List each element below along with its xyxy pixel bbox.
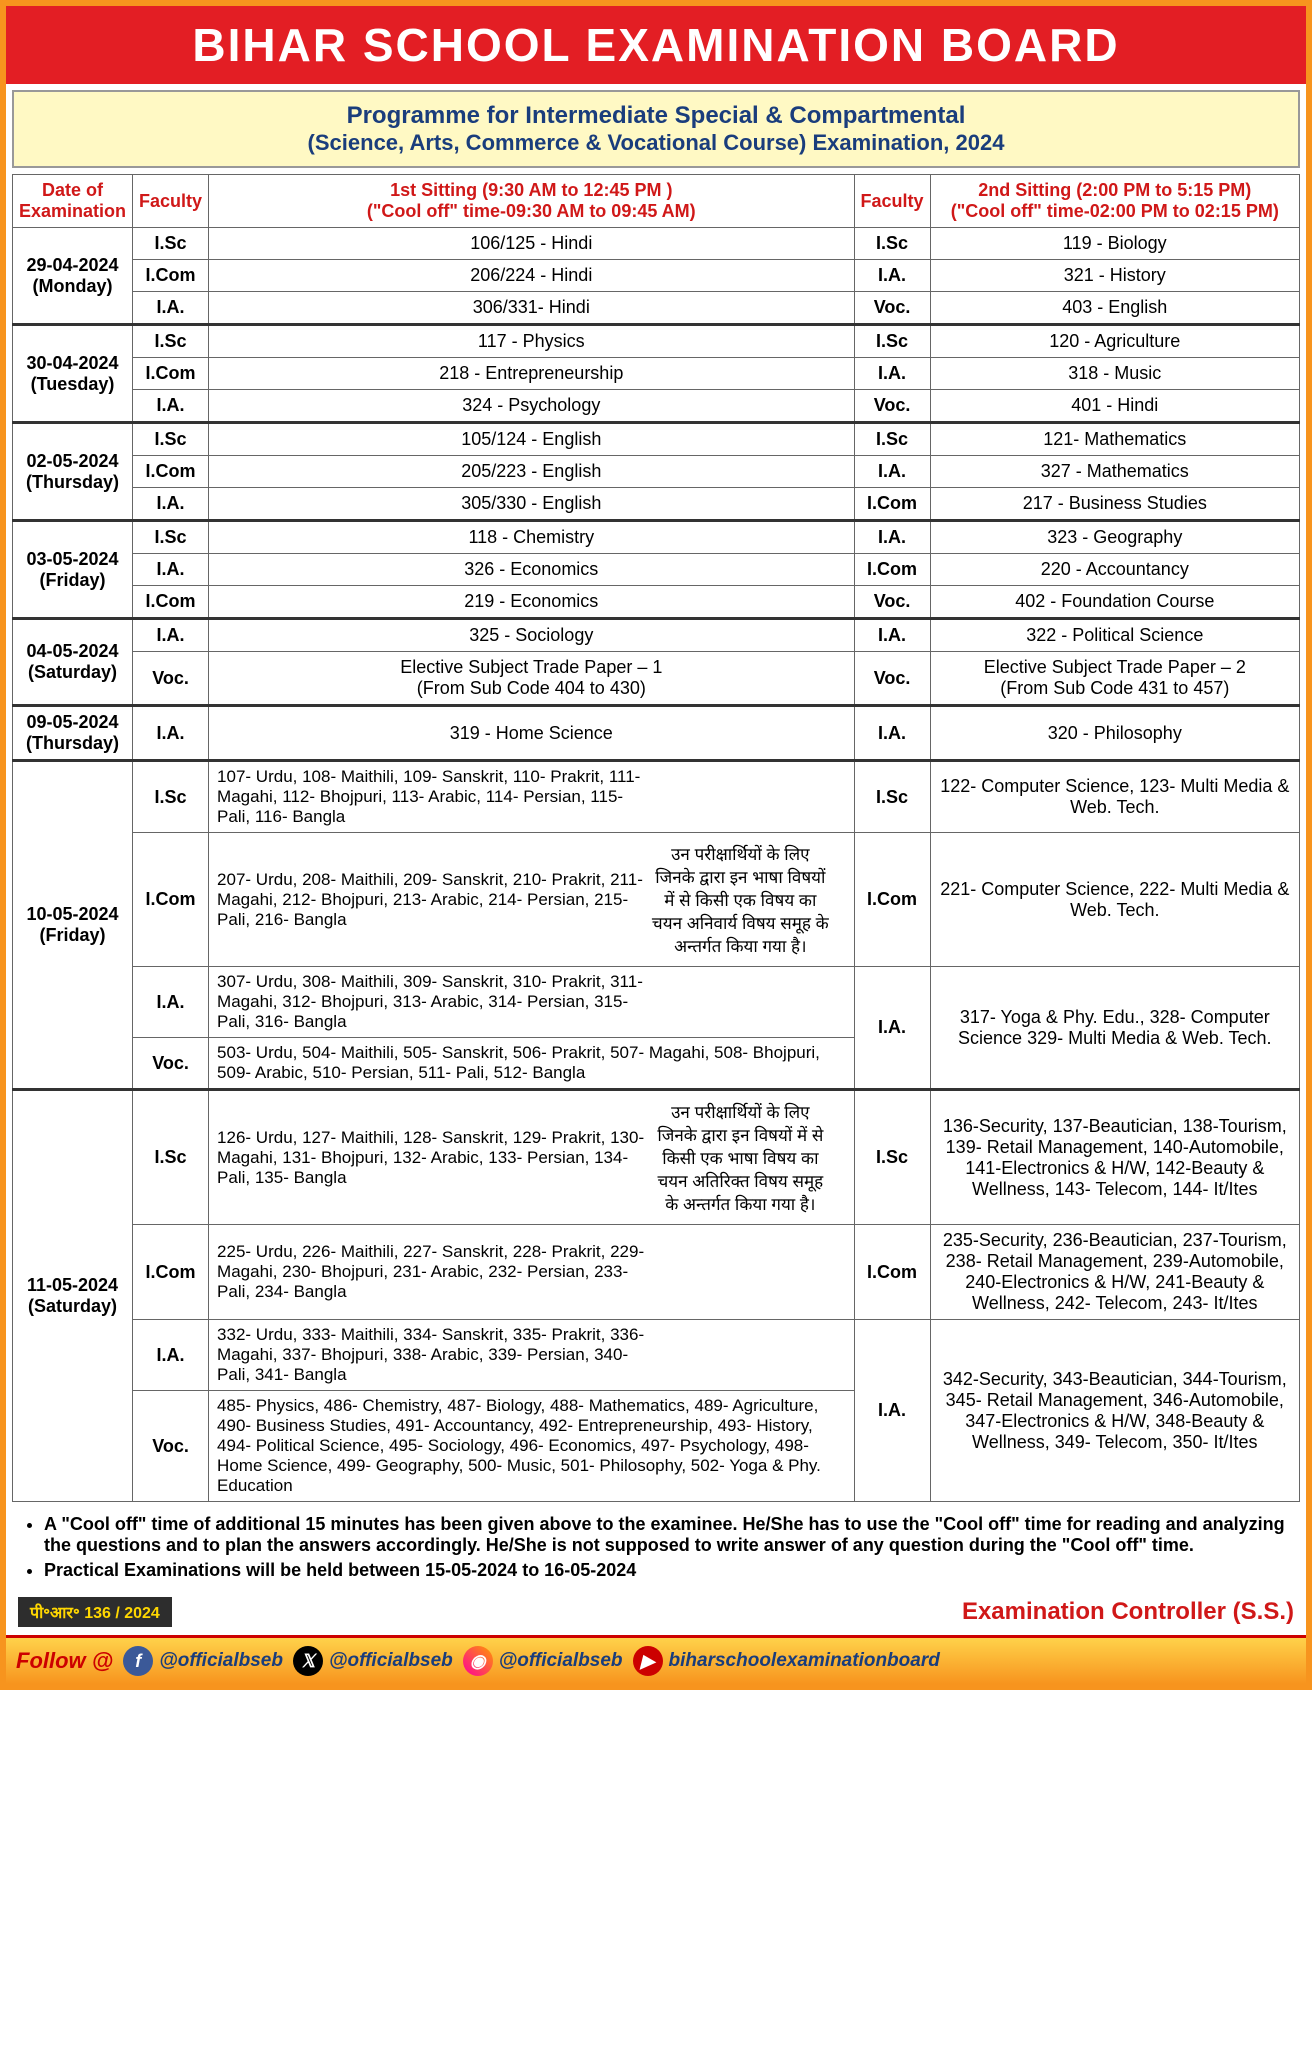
schedule-table: Date of Examination Faculty 1st Sitting … [12, 174, 1300, 1502]
table-row: I.Com205/223 - EnglishI.A.327 - Mathemat… [13, 456, 1300, 488]
bottom-bar: पी॰आर॰ 136 / 2024 Examination Controller… [6, 1597, 1306, 1635]
table-row: 02-05-2024(Thursday)I.Sc105/124 - Englis… [13, 423, 1300, 456]
col-sitting2: 2nd Sitting (2:00 PM to 5:15 PM)("Cool o… [930, 175, 1299, 228]
facebook-icon: f [123, 1646, 153, 1676]
note-item: A "Cool off" time of additional 15 minut… [44, 1514, 1288, 1556]
col-fac1: Faculty [133, 175, 209, 228]
table-row: I.Com218 - EntrepreneurshipI.A.318 - Mus… [13, 358, 1300, 390]
table-wrap: Date of Examination Faculty 1st Sitting … [6, 174, 1306, 1502]
table-row: I.Com207- Urdu, 208- Maithili, 209- Sans… [13, 833, 1300, 967]
table-row: 11-05-2024(Saturday)I.Sc126- Urdu, 127- … [13, 1090, 1300, 1225]
table-row: I.A.324 - PsychologyVoc.401 - Hindi [13, 390, 1300, 423]
twitter-link[interactable]: 𝕏@officialbseb [293, 1646, 453, 1676]
col-date: Date of Examination [13, 175, 133, 228]
document: BIHAR SCHOOL EXAMINATION BOARD Programme… [0, 0, 1312, 1690]
table-row: I.Com206/224 - HindiI.A.321 - History [13, 260, 1300, 292]
hindi-note: उन परीक्षार्थियों के लिए जिनके द्वारा इन… [646, 838, 835, 961]
header-row: Date of Examination Faculty 1st Sitting … [13, 175, 1300, 228]
main-header: BIHAR SCHOOL EXAMINATION BOARD [6, 6, 1306, 84]
date-cell: 29-04-2024(Monday) [13, 228, 133, 325]
table-row: 09-05-2024(Thursday)I.A.319 - Home Scien… [13, 706, 1300, 761]
note-item: Practical Examinations will be held betw… [44, 1560, 1288, 1581]
subtitle: Programme for Intermediate Special & Com… [12, 90, 1300, 168]
subtitle-line2: (Science, Arts, Commerce & Vocational Co… [24, 130, 1288, 156]
x-icon: 𝕏 [293, 1646, 323, 1676]
follow-label: Follow @ [16, 1648, 113, 1674]
facebook-link[interactable]: f@officialbseb [123, 1646, 283, 1676]
table-row: 29-04-2024(Monday)I.Sc106/125 - HindiI.S… [13, 228, 1300, 260]
signature: Examination Controller (S.S.) [962, 1598, 1294, 1626]
table-row: 10-05-2024(Friday)I.Sc107- Urdu, 108- Ma… [13, 761, 1300, 833]
table-row: 30-04-2024(Tuesday)I.Sc117 - PhysicsI.Sc… [13, 325, 1300, 358]
col-fac2: Faculty [854, 175, 930, 228]
pr-number: पी॰आर॰ 136 / 2024 [18, 1597, 172, 1627]
table-row: I.A.305/330 - EnglishI.Com217 - Business… [13, 488, 1300, 521]
instagram-icon: ◉ [463, 1646, 493, 1676]
table-row: I.Com225- Urdu, 226- Maithili, 227- Sans… [13, 1225, 1300, 1320]
table-row: I.Com219 - EconomicsVoc.402 - Foundation… [13, 586, 1300, 619]
social-bar: Follow @ f@officialbseb 𝕏@officialbseb ◉… [6, 1635, 1306, 1684]
table-row: 03-05-2024(Friday)I.Sc118 - ChemistryI.A… [13, 521, 1300, 554]
table-row: 04-05-2024(Saturday)I.A.325 - SociologyI… [13, 619, 1300, 652]
youtube-icon: ▶ [633, 1646, 663, 1676]
hindi-note-2: उन परीक्षार्थियों के लिए जिनके द्वारा इन… [646, 1096, 835, 1219]
table-row: I.A.306/331- HindiVoc.403 - English [13, 292, 1300, 325]
table-row: I.A.307- Urdu, 308- Maithili, 309- Sansk… [13, 967, 1300, 1038]
table-row: Voc.Elective Subject Trade Paper – 1(Fro… [13, 652, 1300, 706]
subtitle-line1: Programme for Intermediate Special & Com… [24, 102, 1288, 130]
notes: A "Cool off" time of additional 15 minut… [6, 1502, 1306, 1597]
youtube-link[interactable]: ▶biharschoolexaminationboard [633, 1646, 940, 1676]
table-row: I.A.326 - EconomicsI.Com220 - Accountanc… [13, 554, 1300, 586]
table-row: I.A.332- Urdu, 333- Maithili, 334- Sansk… [13, 1320, 1300, 1391]
instagram-link[interactable]: ◉@officialbseb [463, 1646, 623, 1676]
col-sitting1: 1st Sitting (9:30 AM to 12:45 PM )("Cool… [209, 175, 854, 228]
